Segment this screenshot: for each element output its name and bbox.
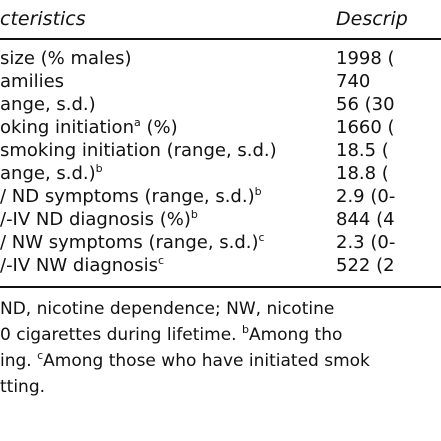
table-row: oking initiationa (%) 1660 ( (0, 117, 441, 139)
table-bottom-rule (0, 286, 441, 288)
row-label: /-IV NW diagnosisc (0, 254, 165, 276)
row-label: oking initiationa (%) (0, 116, 178, 138)
row-label: amilies (0, 71, 65, 92)
table-row: ange, s.d.) 56 (30 (0, 94, 441, 116)
footnote-line: 0 cigarettes during lifetime. bAmong tho (0, 323, 343, 345)
table-row: smoking initiation (range, s.d.) 18.5 ( (0, 140, 441, 162)
column-header-characteristics: cteristics (0, 8, 86, 30)
row-value: 56 (30 (336, 94, 395, 115)
row-value: 522 (2 (336, 255, 395, 276)
footnote-line: ND, nicotine dependence; NW, nicotine (0, 299, 335, 319)
table-row: ange, s.d.)b 18.8 ( (0, 163, 441, 185)
row-label: smoking initiation (range, s.d.) (0, 140, 277, 161)
table-footnote: ND, nicotine dependence; NW, nicotine 0 … (0, 296, 441, 400)
table-header: cteristics Descrip (0, 0, 441, 38)
footnote-line: tting. (0, 377, 46, 397)
table-row: / NW symptoms (range, s.d.)c 2.3 (0- (0, 232, 441, 254)
footnote-line: ing. cAmong those who have initiated smo… (0, 349, 370, 371)
row-value: 2.3 (0- (336, 232, 396, 253)
row-value: 1998 ( (336, 48, 395, 69)
row-label: / ND symptoms (range, s.d.)b (0, 185, 262, 207)
row-label: size (% males) (0, 48, 132, 69)
table-top-rule (0, 38, 441, 40)
table-row: / ND symptoms (range, s.d.)b 2.9 (0- (0, 186, 441, 208)
column-header-description: Descrip (336, 8, 408, 30)
row-value: 2.9 (0- (336, 186, 396, 207)
row-value: 1660 ( (336, 117, 395, 138)
row-value: 18.5 ( (336, 140, 389, 161)
row-label: /-IV ND diagnosis (%)b (0, 208, 198, 230)
table-row: size (% males) 1998 ( (0, 48, 441, 70)
row-value: 18.8 ( (336, 163, 389, 184)
table-row: /-IV ND diagnosis (%)b 844 (4 (0, 209, 441, 231)
row-value: 740 (336, 71, 371, 92)
row-label: ange, s.d.) (0, 94, 96, 115)
row-label: / NW symptoms (range, s.d.)c (0, 231, 265, 253)
table-row: amilies 740 (0, 71, 441, 93)
table-row: /-IV NW diagnosisc 522 (2 (0, 255, 441, 277)
row-label: ange, s.d.)b (0, 162, 103, 184)
row-value: 844 (4 (336, 209, 395, 230)
